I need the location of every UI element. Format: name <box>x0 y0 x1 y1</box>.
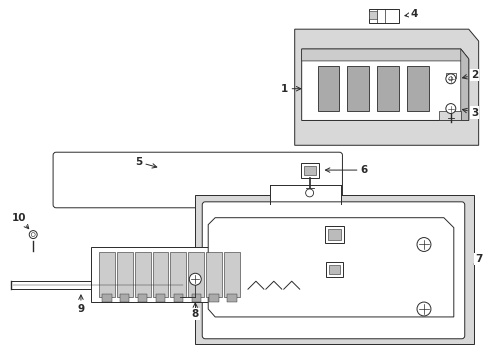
Bar <box>325 262 343 277</box>
Polygon shape <box>208 218 453 317</box>
Bar <box>99 252 115 297</box>
Text: 9: 9 <box>77 295 84 314</box>
Bar <box>209 294 219 302</box>
Bar <box>11 281 185 289</box>
Circle shape <box>416 302 430 316</box>
Text: 2: 2 <box>462 70 477 80</box>
Polygon shape <box>460 49 468 121</box>
Polygon shape <box>301 49 468 121</box>
Bar <box>327 229 341 240</box>
Bar <box>269 185 341 210</box>
Text: 6: 6 <box>325 165 367 175</box>
Text: 3: 3 <box>462 108 477 117</box>
Circle shape <box>29 231 37 239</box>
Bar <box>227 294 236 302</box>
Bar <box>303 166 315 175</box>
Bar <box>134 252 150 297</box>
Bar <box>368 11 376 19</box>
Bar <box>346 66 368 111</box>
Bar <box>102 294 111 302</box>
Text: 8: 8 <box>191 303 199 319</box>
Circle shape <box>305 189 313 197</box>
Bar <box>300 163 318 177</box>
Bar <box>317 66 339 111</box>
Bar <box>328 265 340 274</box>
Bar <box>445 73 455 78</box>
Bar <box>120 294 129 302</box>
Circle shape <box>446 75 454 83</box>
Bar <box>170 252 186 297</box>
Text: 1: 1 <box>281 84 300 94</box>
Bar <box>406 66 428 111</box>
Circle shape <box>31 233 35 237</box>
Circle shape <box>416 238 430 251</box>
Bar <box>152 252 168 297</box>
Text: 7: 7 <box>473 255 481 264</box>
FancyBboxPatch shape <box>53 152 342 208</box>
Text: 10: 10 <box>12 213 29 229</box>
Bar <box>206 252 222 297</box>
Bar <box>195 195 473 344</box>
Bar <box>324 226 344 243</box>
Circle shape <box>189 273 201 285</box>
Bar <box>376 66 398 111</box>
Polygon shape <box>294 29 478 145</box>
Bar <box>117 252 132 297</box>
FancyBboxPatch shape <box>202 202 464 339</box>
Bar <box>138 294 147 302</box>
Bar <box>368 9 398 23</box>
Circle shape <box>448 77 452 81</box>
Bar <box>191 294 201 302</box>
Bar <box>224 252 240 297</box>
Text: 4: 4 <box>404 9 417 19</box>
Bar <box>173 294 183 302</box>
Polygon shape <box>301 49 468 69</box>
Bar <box>155 294 165 302</box>
Circle shape <box>445 74 455 84</box>
Polygon shape <box>438 111 460 121</box>
Text: 5: 5 <box>135 157 157 168</box>
Circle shape <box>445 104 455 113</box>
Bar <box>91 247 249 302</box>
Bar <box>188 252 204 297</box>
